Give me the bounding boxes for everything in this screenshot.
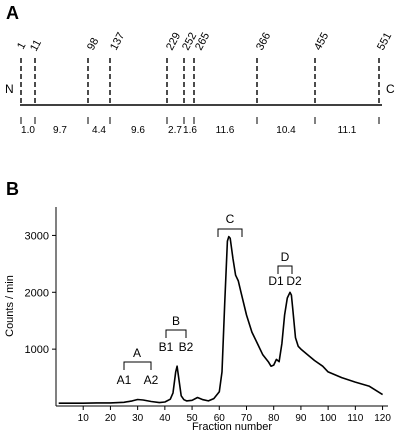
peak-label: A1 xyxy=(117,373,132,387)
peak-label: A2 xyxy=(144,373,159,387)
y-axis-label: Counts / min xyxy=(4,275,16,337)
n-terminal-label: N xyxy=(5,82,14,96)
svg-text:98: 98 xyxy=(85,36,101,52)
y-tick-label: 3000 xyxy=(25,230,49,242)
cleavage-site-98: 98 xyxy=(85,36,101,104)
segment-mass: 9.6 xyxy=(131,125,145,136)
panel-a-label: A xyxy=(6,3,19,23)
segment-mass: 1.6 xyxy=(183,125,197,136)
cleavage-sites: 1 11 98 137 229 252 265 366 455 551 xyxy=(15,31,394,104)
panel-b-label: B xyxy=(6,179,19,199)
x-tick-label: 60 xyxy=(214,413,226,424)
segment-masses: 1.0 9.7 4.4 9.6 2.7 1.6 11.6 10.4 11.1 xyxy=(21,125,357,136)
peak-label: D1 xyxy=(268,274,284,288)
x-tick-label: 120 xyxy=(374,413,391,424)
svg-text:551: 551 xyxy=(375,31,394,53)
segment-ticks xyxy=(20,117,380,124)
x-tick-label: 70 xyxy=(241,413,253,424)
peak-group-d: D D1 D2 xyxy=(268,250,302,288)
segment-mass: 1.0 xyxy=(21,125,35,136)
x-tick-label: 40 xyxy=(159,413,171,424)
x-tick-label: 90 xyxy=(295,413,307,424)
svg-text:265: 265 xyxy=(193,31,212,53)
x-axis-label: Fraction number xyxy=(192,421,272,433)
peak-group-label: B xyxy=(172,314,180,328)
chart-frame xyxy=(55,207,388,407)
y-tick-label: 2000 xyxy=(25,287,49,299)
cleavage-site-11: 11 xyxy=(28,38,44,104)
svg-text:1: 1 xyxy=(15,40,28,51)
x-tick-label: 100 xyxy=(320,413,337,424)
peak-group-b: B B1 B2 xyxy=(159,314,194,354)
x-tick-label: 110 xyxy=(347,413,363,424)
segment-mass: 2.7 xyxy=(168,125,182,136)
segment-mass: 9.7 xyxy=(53,125,67,136)
y-axis-ticks: 1000 2000 3000 xyxy=(25,230,56,356)
svg-text:11: 11 xyxy=(28,38,44,54)
x-tick-label: 80 xyxy=(268,413,280,424)
segment-mass: 4.4 xyxy=(92,125,106,136)
x-tick-label: 30 xyxy=(132,413,144,424)
peak-group-c: C xyxy=(217,212,243,237)
c-terminal-label: C xyxy=(386,82,395,96)
peak-group-label: C xyxy=(226,212,235,226)
peak-label: D2 xyxy=(286,274,302,288)
cleavage-site-455: 455 xyxy=(312,31,331,104)
cleavage-site-1: 1 xyxy=(15,40,29,104)
x-tick-label: 20 xyxy=(105,413,117,424)
segment-mass: 10.4 xyxy=(276,125,296,136)
cleavage-site-366: 366 xyxy=(254,31,273,104)
svg-text:137: 137 xyxy=(108,31,127,53)
peak-group-a: A A1 A2 xyxy=(117,346,159,387)
peak-group-label: D xyxy=(281,250,290,264)
cleavage-site-265: 265 xyxy=(193,31,212,104)
x-tick-label: 50 xyxy=(187,413,199,424)
x-axis-ticks: 10 20 30 40 50 60 70 80 90 100 110 120 xyxy=(78,406,391,424)
peak-group-label: A xyxy=(133,346,141,360)
cleavage-site-137: 137 xyxy=(108,31,127,104)
x-tick-label: 10 xyxy=(78,413,90,424)
peak-label: B1 xyxy=(159,340,174,354)
svg-text:455: 455 xyxy=(312,31,331,53)
segment-mass: 11.6 xyxy=(216,125,235,136)
cleavage-site-229: 229 xyxy=(164,31,183,104)
svg-text:366: 366 xyxy=(254,31,273,53)
data-series-line xyxy=(58,235,384,404)
peak-label: B2 xyxy=(179,340,194,354)
segment-mass: 11.1 xyxy=(338,125,357,136)
svg-text:229: 229 xyxy=(164,31,183,53)
y-tick-label: 1000 xyxy=(25,344,49,356)
